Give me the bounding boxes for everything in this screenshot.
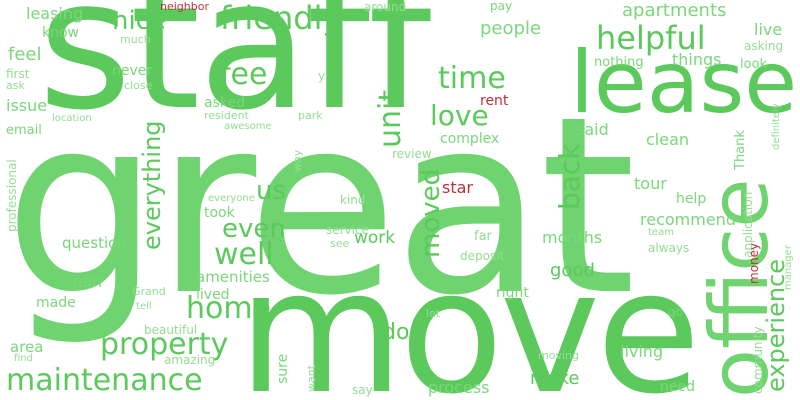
word: time [438, 61, 506, 96]
word: find [14, 353, 33, 364]
word: pay [490, 0, 513, 13]
word: dog [382, 320, 424, 345]
word: live [754, 20, 783, 39]
word: manager [783, 245, 794, 290]
word: know [42, 25, 79, 41]
word: clean [646, 130, 690, 149]
word: moving [538, 349, 579, 362]
word: living [620, 342, 664, 361]
word: leasing [26, 4, 84, 23]
word: even [222, 214, 286, 244]
word: look [740, 57, 768, 72]
word: staff [38, 0, 431, 150]
word: see [330, 237, 350, 250]
word: well [214, 237, 274, 272]
word: Thank [733, 130, 748, 170]
word: kind [340, 193, 366, 207]
word: complex [440, 131, 500, 147]
word: lease [570, 33, 798, 133]
word: professional [5, 159, 19, 232]
word: review [392, 147, 432, 161]
word: right [496, 285, 529, 301]
word: great [4, 64, 636, 349]
word: email [6, 123, 42, 138]
word: made [36, 295, 76, 311]
word: need [660, 379, 695, 395]
word: star [442, 178, 473, 197]
word: park [298, 109, 323, 122]
word: property [100, 327, 229, 362]
word: maintenance [6, 363, 203, 398]
word: everything [138, 120, 166, 250]
word: definitely [771, 103, 782, 150]
word: helpful [596, 19, 706, 57]
word: love [430, 99, 489, 132]
word: process [428, 378, 490, 397]
word: much [120, 33, 151, 46]
word: help [676, 191, 707, 207]
word: things [672, 50, 722, 69]
word: issue [6, 96, 48, 115]
word: neighbor [160, 0, 209, 13]
word: want [305, 364, 318, 392]
word: awesome [224, 121, 272, 132]
word: recommend [640, 210, 736, 229]
word: months [542, 228, 603, 247]
word: nan [72, 272, 103, 291]
word: work [354, 228, 396, 248]
word: team [648, 227, 674, 238]
word: service [326, 223, 369, 237]
word: beautiful [144, 323, 198, 337]
word: back [553, 143, 586, 210]
word: question [62, 234, 127, 252]
word: nothing [594, 55, 644, 70]
word: rent [480, 93, 509, 109]
word: us [256, 176, 287, 206]
word: home [186, 291, 272, 326]
word: never [112, 63, 153, 79]
word: say [352, 383, 373, 397]
word: asking [744, 39, 784, 53]
word: moved [416, 168, 446, 258]
word: always [648, 241, 690, 255]
word: let [426, 307, 441, 320]
word: nice [112, 6, 166, 36]
word: community [751, 326, 765, 394]
word: unit [373, 89, 408, 148]
word: tell [136, 301, 152, 312]
word: y [318, 69, 326, 83]
word: apartments [622, 0, 727, 21]
word: far [474, 229, 492, 244]
word: ask [6, 79, 25, 92]
word: lived [196, 287, 230, 303]
word: said [576, 120, 609, 139]
word: around [364, 0, 407, 14]
word: amazing [164, 353, 216, 367]
word: sure [275, 353, 291, 384]
word: feel [8, 44, 42, 65]
word: move [238, 234, 701, 400]
word: location [52, 113, 92, 124]
word: money [747, 242, 761, 284]
word: friendly [220, 0, 342, 37]
word: tour [634, 174, 667, 193]
word: amenities [196, 268, 270, 286]
word: deposit [460, 249, 505, 263]
word: first [6, 67, 30, 81]
word: close [124, 79, 153, 92]
word: make [530, 368, 580, 389]
word: fee [220, 57, 268, 92]
word: good [550, 260, 595, 281]
word: took [204, 205, 235, 221]
word: asked [204, 95, 245, 111]
word: area [10, 338, 44, 356]
word: Grand [132, 285, 166, 298]
word: everyone [208, 193, 255, 204]
word: go [668, 305, 683, 319]
word: people [480, 18, 542, 39]
word: way [291, 149, 304, 172]
word: resident [204, 109, 249, 122]
